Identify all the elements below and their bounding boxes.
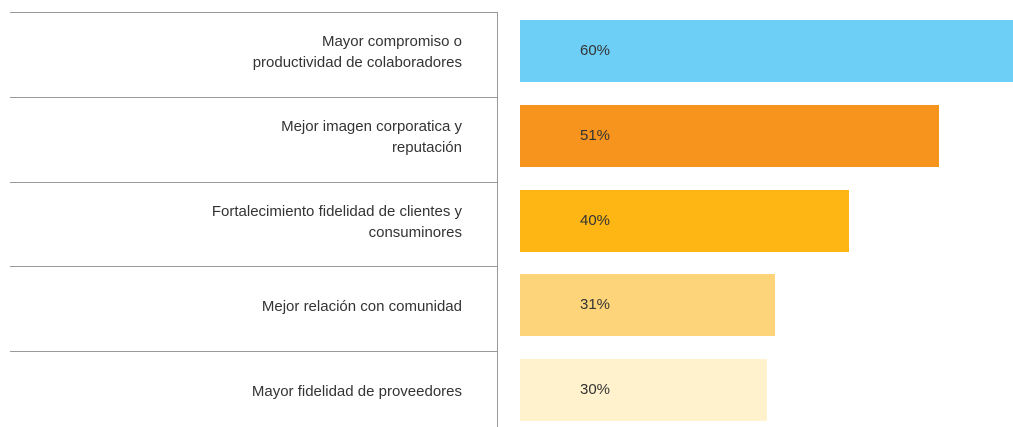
row-separator [10,266,497,268]
value-label: 30% [580,381,611,398]
category-label: Mayor fidelidad de proveedores [251,382,462,400]
bar [520,104,940,167]
category-label: Mejor relación con comunidad [261,298,462,316]
bar [520,359,767,421]
bar [520,274,775,337]
row-separator [10,12,497,13]
row-separator [10,351,497,352]
category-label: Mayor compromiso o productividad de cola… [252,33,462,72]
row-separator [10,96,497,98]
bar [520,20,1013,82]
axis-line [497,12,498,427]
bar [520,189,849,252]
value-label: 51% [580,126,611,144]
category-label: Mejor imagen corporatica y reputación [281,118,462,157]
value-label: 31% [580,296,611,314]
value-label: 60% [580,42,611,59]
value-label: 40% [580,211,611,229]
category-label: Fortalecimiento fidelidad de clientes y … [211,202,462,241]
row-separator [10,181,497,183]
